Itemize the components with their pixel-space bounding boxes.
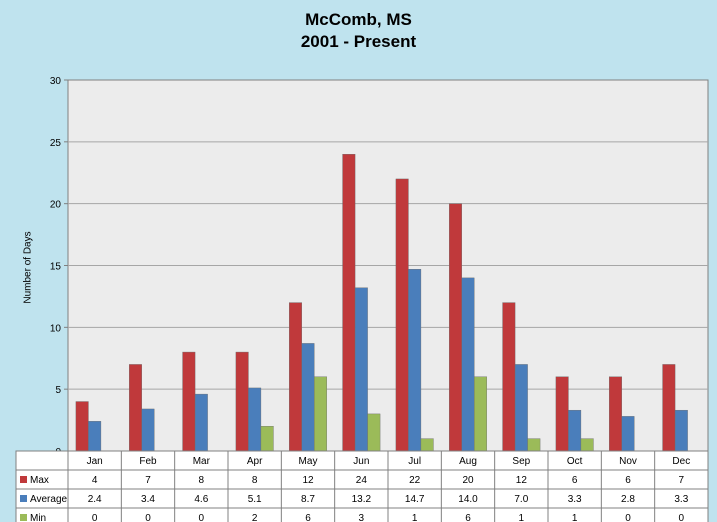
bar-average xyxy=(248,387,262,452)
data-label: 1 xyxy=(519,513,525,522)
data-label: 0 xyxy=(199,513,205,522)
legend-swatch-average xyxy=(20,495,27,502)
bar-average xyxy=(514,364,528,452)
bar-max xyxy=(235,351,249,452)
y-tick-label: 20 xyxy=(50,200,62,211)
bar-min xyxy=(420,438,434,452)
x-tick-label: Dec xyxy=(672,456,690,467)
data-label: 5.1 xyxy=(248,494,262,505)
data-label: 7.0 xyxy=(514,494,528,505)
y-tick-label: 10 xyxy=(50,323,62,334)
bar-max xyxy=(662,364,676,452)
y-tick-label: 5 xyxy=(55,385,61,396)
bar-max xyxy=(182,351,196,452)
data-label: 7 xyxy=(679,475,685,486)
bar-max xyxy=(502,302,516,452)
data-label: 22 xyxy=(409,475,421,486)
data-label: 13.2 xyxy=(352,494,372,505)
bar-average xyxy=(674,409,688,452)
bar-max xyxy=(289,302,302,452)
data-label: 6 xyxy=(572,475,578,486)
data-label: 0 xyxy=(92,513,98,522)
chart-title-block: McComb, MS 2001 - Present xyxy=(0,9,717,53)
bar-min xyxy=(367,413,381,452)
bar-average xyxy=(194,393,208,452)
bar-max xyxy=(342,153,356,452)
y-tick-label: 15 xyxy=(50,262,62,273)
data-table xyxy=(15,450,709,522)
data-label: 14.7 xyxy=(405,494,425,505)
data-label: 14.0 xyxy=(458,494,478,505)
x-tick-label: Nov xyxy=(619,456,637,467)
legend-label: Min xyxy=(30,513,46,522)
data-label: 4 xyxy=(92,475,98,486)
data-label: 0 xyxy=(625,513,631,522)
x-tick-label: Mar xyxy=(193,456,211,467)
chart-subtitle: 2001 - Present xyxy=(300,32,417,51)
data-label: 3.3 xyxy=(674,494,688,505)
data-label: 12 xyxy=(516,475,528,486)
bar-max xyxy=(555,376,569,452)
data-label: 3 xyxy=(359,513,365,522)
data-label: 6 xyxy=(465,513,471,522)
bar-average xyxy=(301,343,315,452)
data-label: 8.7 xyxy=(301,494,315,505)
data-label: 7 xyxy=(145,475,151,486)
data-label: 1 xyxy=(572,513,578,522)
bar-max xyxy=(395,178,409,452)
bar-max xyxy=(449,203,462,452)
y-tick-label: 25 xyxy=(50,138,62,149)
bar-max xyxy=(75,401,89,452)
data-label: 20 xyxy=(462,475,474,486)
x-tick-label: Jul xyxy=(408,456,421,467)
data-label: 0 xyxy=(679,513,685,522)
data-label: 1 xyxy=(412,513,418,522)
legend-label: Average xyxy=(30,494,68,505)
x-tick-label: Feb xyxy=(139,456,157,467)
bar-average xyxy=(88,421,102,452)
data-label: 3.4 xyxy=(141,494,155,505)
bar-min xyxy=(580,438,594,452)
y-tick-label: 30 xyxy=(50,76,62,87)
data-label: 2.8 xyxy=(621,494,635,505)
data-label: 24 xyxy=(356,475,368,486)
data-label: 12 xyxy=(302,475,314,486)
bar-max xyxy=(609,376,622,452)
bar-min xyxy=(314,376,327,452)
bar-max xyxy=(129,364,142,452)
bar-average xyxy=(141,408,155,452)
x-tick-label: Jun xyxy=(353,456,369,467)
bar-average xyxy=(461,277,475,452)
bar-average xyxy=(568,409,582,452)
x-tick-label: Apr xyxy=(247,456,263,467)
chart-title: McComb, MS xyxy=(305,10,412,29)
x-tick-label: Oct xyxy=(567,456,583,467)
data-label: 6 xyxy=(305,513,311,522)
data-label: 2 xyxy=(252,513,258,522)
data-label: 0 xyxy=(145,513,151,522)
legend-swatch-max xyxy=(20,476,27,483)
data-label: 8 xyxy=(199,475,205,486)
data-label: 4.6 xyxy=(194,494,208,505)
bar-average xyxy=(354,287,368,452)
data-label: 3.3 xyxy=(568,494,582,505)
bar-average xyxy=(408,269,422,452)
bar-average xyxy=(621,416,635,452)
legend-swatch-min xyxy=(20,514,27,521)
bar-min xyxy=(260,426,274,452)
data-label: 8 xyxy=(252,475,258,486)
data-label: 6 xyxy=(625,475,631,486)
x-tick-label: Sep xyxy=(512,456,530,467)
data-label: 2.4 xyxy=(88,494,102,505)
bar-min xyxy=(474,376,487,452)
legend-label: Max xyxy=(30,475,49,486)
bar-min xyxy=(527,438,541,452)
x-tick-label: Jan xyxy=(87,456,103,467)
x-tick-label: Aug xyxy=(459,456,477,467)
x-tick-label: May xyxy=(299,456,318,467)
